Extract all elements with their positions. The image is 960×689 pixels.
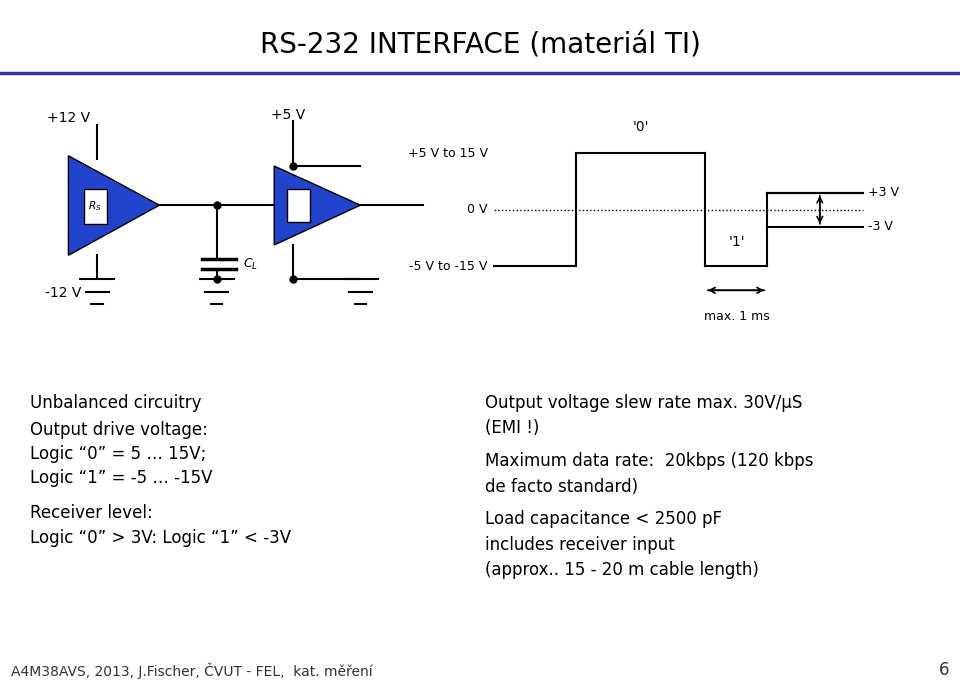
Text: -3 V: -3 V	[868, 220, 893, 233]
Text: Logic “1” = -5 … -15V: Logic “1” = -5 … -15V	[30, 469, 212, 487]
Text: Maximum data rate:  20kbps (120 kbps: Maximum data rate: 20kbps (120 kbps	[485, 452, 813, 470]
Text: A4M38AVS, 2013, J.Fischer, ČVUT - FEL,  kat. měření: A4M38AVS, 2013, J.Fischer, ČVUT - FEL, k…	[11, 662, 372, 679]
Text: '1': '1'	[729, 235, 745, 249]
Text: 6: 6	[939, 661, 949, 679]
Text: includes receiver input: includes receiver input	[485, 536, 675, 554]
Text: -5 V to -15 V: -5 V to -15 V	[409, 260, 488, 273]
Text: 0 V: 0 V	[468, 203, 488, 216]
Text: $R_S$: $R_S$	[88, 200, 102, 214]
Text: +5 V: +5 V	[272, 107, 305, 122]
Text: Load capacitance < 2500 pF: Load capacitance < 2500 pF	[485, 511, 722, 528]
Text: +3 V: +3 V	[868, 186, 899, 199]
Text: Logic “0” > 3V: Logic “1” < -3V: Logic “0” > 3V: Logic “1” < -3V	[30, 529, 291, 547]
Polygon shape	[275, 166, 360, 245]
Text: '0': '0'	[633, 120, 649, 134]
Polygon shape	[68, 156, 159, 256]
Text: $C_L$: $C_L$	[243, 257, 257, 271]
Text: Unbalanced circuitry: Unbalanced circuitry	[30, 394, 202, 412]
Text: max. 1 ms: max. 1 ms	[704, 310, 769, 323]
Text: (EMI !): (EMI !)	[485, 419, 540, 438]
Text: +12 V: +12 V	[47, 111, 90, 125]
Text: (approx.. 15 - 20 m cable length): (approx.. 15 - 20 m cable length)	[485, 562, 758, 579]
Text: Logic “0” = 5 … 15V;: Logic “0” = 5 … 15V;	[30, 445, 206, 463]
Text: Receiver level:: Receiver level:	[30, 504, 153, 522]
Text: de facto standard): de facto standard)	[485, 477, 637, 495]
Text: Output drive voltage:: Output drive voltage:	[30, 421, 208, 440]
FancyBboxPatch shape	[84, 189, 107, 224]
Text: +5 V to 15 V: +5 V to 15 V	[408, 147, 488, 160]
Text: -12 V: -12 V	[45, 286, 82, 300]
FancyBboxPatch shape	[287, 189, 310, 222]
Text: RS-232 INTERFACE (materiál TI): RS-232 INTERFACE (materiál TI)	[259, 32, 701, 60]
Text: Output voltage slew rate max. 30V/μS: Output voltage slew rate max. 30V/μS	[485, 394, 803, 412]
